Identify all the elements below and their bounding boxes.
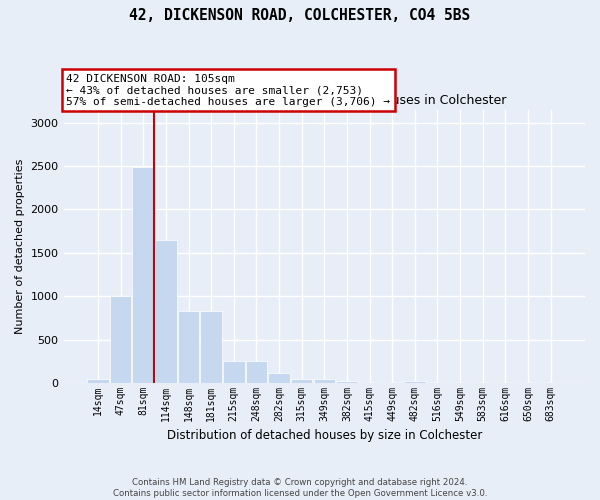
Bar	[245, 360, 267, 383]
Bar	[291, 379, 313, 383]
Bar	[336, 380, 358, 383]
Bar	[314, 379, 335, 383]
Bar	[178, 311, 199, 383]
X-axis label: Distribution of detached houses by size in Colchester: Distribution of detached houses by size …	[167, 430, 482, 442]
Text: 42 DICKENSON ROAD: 105sqm
← 43% of detached houses are smaller (2,753)
57% of se: 42 DICKENSON ROAD: 105sqm ← 43% of detac…	[66, 74, 390, 107]
Bar	[87, 379, 109, 383]
Bar	[133, 167, 154, 383]
Title: Size of property relative to detached houses in Colchester: Size of property relative to detached ho…	[142, 94, 506, 107]
Text: 42, DICKENSON ROAD, COLCHESTER, CO4 5BS: 42, DICKENSON ROAD, COLCHESTER, CO4 5BS	[130, 8, 470, 22]
Bar	[200, 311, 222, 383]
Bar	[404, 380, 425, 383]
Bar	[223, 360, 245, 383]
Bar	[110, 296, 131, 383]
Text: Contains HM Land Registry data © Crown copyright and database right 2024.
Contai: Contains HM Land Registry data © Crown c…	[113, 478, 487, 498]
Y-axis label: Number of detached properties: Number of detached properties	[15, 158, 25, 334]
Bar	[155, 240, 176, 383]
Bar	[268, 372, 290, 383]
